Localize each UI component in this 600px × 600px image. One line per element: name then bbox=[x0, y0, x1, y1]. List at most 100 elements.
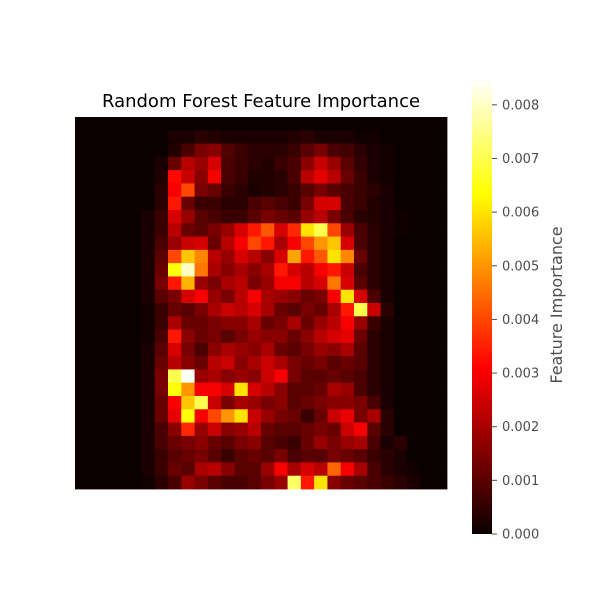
heatmap-cell bbox=[314, 303, 328, 317]
heatmap-cell bbox=[354, 369, 368, 384]
heatmap-cell bbox=[221, 196, 235, 211]
heatmap-cell bbox=[88, 130, 102, 144]
heatmap-cell bbox=[340, 342, 355, 357]
heatmap-cell bbox=[287, 449, 302, 463]
heatmap-cell bbox=[88, 210, 102, 224]
heatmap-cell bbox=[393, 369, 408, 384]
heatmap-cell bbox=[194, 143, 209, 158]
heatmap-cell bbox=[194, 409, 209, 423]
heatmap-cell bbox=[367, 289, 381, 304]
heatmap-cell bbox=[380, 170, 395, 184]
heatmap-cell bbox=[314, 342, 328, 357]
heatmap-cell bbox=[181, 396, 195, 410]
heatmap-cell bbox=[393, 422, 408, 437]
heatmap-cell bbox=[114, 196, 129, 211]
heatmap-cell bbox=[340, 196, 355, 211]
heatmap-cell bbox=[327, 117, 342, 131]
heatmap-cell bbox=[168, 263, 182, 277]
colorbar bbox=[472, 78, 492, 534]
heatmap-cell bbox=[128, 462, 142, 477]
heatmap-cell bbox=[75, 422, 89, 437]
heatmap-cell bbox=[234, 170, 249, 184]
heatmap-cell bbox=[194, 462, 209, 477]
heatmap-cell bbox=[141, 236, 156, 251]
heatmap-cell bbox=[75, 170, 89, 184]
heatmap-cell bbox=[234, 449, 249, 463]
heatmap-cell bbox=[367, 435, 381, 450]
heatmap-cell bbox=[274, 422, 288, 437]
heatmap-cell bbox=[380, 117, 395, 131]
colorbar-tick-label: 0.001 bbox=[502, 474, 539, 489]
heatmap-cell bbox=[101, 263, 116, 277]
heatmap-cell bbox=[75, 289, 89, 304]
heatmap-cell bbox=[261, 396, 275, 410]
heatmap-cell bbox=[194, 276, 209, 291]
heatmap-cell bbox=[207, 170, 222, 184]
heatmap-cell bbox=[433, 117, 448, 131]
heatmap-cell bbox=[101, 409, 116, 423]
heatmap-cell bbox=[181, 435, 195, 450]
heatmap-cell bbox=[234, 263, 249, 277]
heatmap-cell bbox=[181, 276, 195, 291]
heatmap-cell bbox=[354, 143, 368, 158]
heatmap-cell bbox=[287, 369, 302, 384]
heatmap-cell bbox=[234, 210, 249, 224]
heatmap-cell bbox=[407, 475, 421, 490]
heatmap-cell bbox=[75, 223, 89, 237]
heatmap-cell bbox=[274, 196, 288, 211]
heatmap-cell bbox=[380, 223, 395, 237]
heatmap-cell bbox=[247, 369, 262, 384]
heatmap-cell bbox=[274, 316, 288, 330]
heatmap-cell bbox=[340, 475, 355, 490]
heatmap-cell bbox=[141, 449, 156, 463]
heatmap-cell bbox=[207, 475, 222, 490]
heatmap-cell bbox=[207, 356, 222, 370]
heatmap-cell bbox=[327, 143, 342, 158]
heatmap-cell bbox=[393, 249, 408, 264]
heatmap-cell bbox=[367, 449, 381, 463]
heatmap-cell bbox=[327, 356, 342, 370]
heatmap-cell bbox=[75, 249, 89, 264]
heatmap-cell bbox=[114, 249, 129, 264]
heatmap-cell bbox=[354, 396, 368, 410]
heatmap-cell bbox=[194, 236, 209, 251]
heatmap-cell bbox=[354, 236, 368, 251]
heatmap-cell bbox=[433, 303, 448, 317]
heatmap-cell bbox=[128, 369, 142, 384]
heatmap-cell bbox=[128, 183, 142, 198]
heatmap-cell bbox=[168, 462, 182, 477]
heatmap-cell bbox=[207, 183, 222, 198]
heatmap-cell bbox=[168, 156, 182, 171]
heatmap-cell bbox=[274, 303, 288, 317]
heatmap-cell bbox=[393, 342, 408, 357]
heatmap-cell bbox=[234, 462, 249, 477]
heatmap-cell bbox=[420, 143, 435, 158]
heatmap-cell bbox=[194, 289, 209, 304]
heatmap-cell bbox=[88, 143, 102, 158]
heatmap-cell bbox=[141, 263, 156, 277]
heatmap-cell bbox=[128, 396, 142, 410]
heatmap-cell bbox=[168, 409, 182, 423]
heatmap-cell bbox=[433, 382, 448, 397]
heatmap-cell bbox=[181, 475, 195, 490]
heatmap-cell bbox=[168, 223, 182, 237]
heatmap-cell bbox=[101, 117, 116, 131]
colorbar-tick-label: 0.000 bbox=[502, 528, 539, 543]
heatmap-cell bbox=[420, 223, 435, 237]
heatmap-cell bbox=[181, 249, 195, 264]
heatmap-cell bbox=[168, 449, 182, 463]
heatmap-cell bbox=[168, 422, 182, 437]
heatmap-cell bbox=[380, 156, 395, 171]
heatmap-cell bbox=[420, 183, 435, 198]
heatmap-cell bbox=[407, 249, 421, 264]
heatmap-cell bbox=[380, 276, 395, 291]
heatmap-cell bbox=[420, 422, 435, 437]
heatmap-cell bbox=[287, 223, 302, 237]
heatmap-cell bbox=[194, 422, 209, 437]
heatmap-cell bbox=[194, 263, 209, 277]
heatmap-cell bbox=[367, 422, 381, 437]
heatmap-cell bbox=[420, 196, 435, 211]
heatmap-cell bbox=[154, 117, 169, 131]
heatmap-cell bbox=[234, 382, 249, 397]
